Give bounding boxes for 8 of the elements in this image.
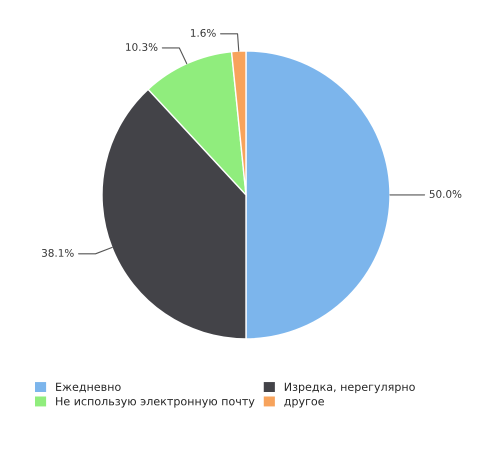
data-label: 50.0% [430, 190, 462, 198]
data-label: 1.6% [190, 28, 216, 37]
legend-label: другое [284, 399, 324, 408]
data-label: 10.3% [126, 43, 158, 51]
legend-label: Ежедневно [56, 382, 121, 392]
legend-label: Не использую электронную почту [56, 397, 255, 408]
data-label: 38.1% [42, 248, 74, 257]
legend-label: Изредка, нерегулярно [284, 382, 415, 394]
